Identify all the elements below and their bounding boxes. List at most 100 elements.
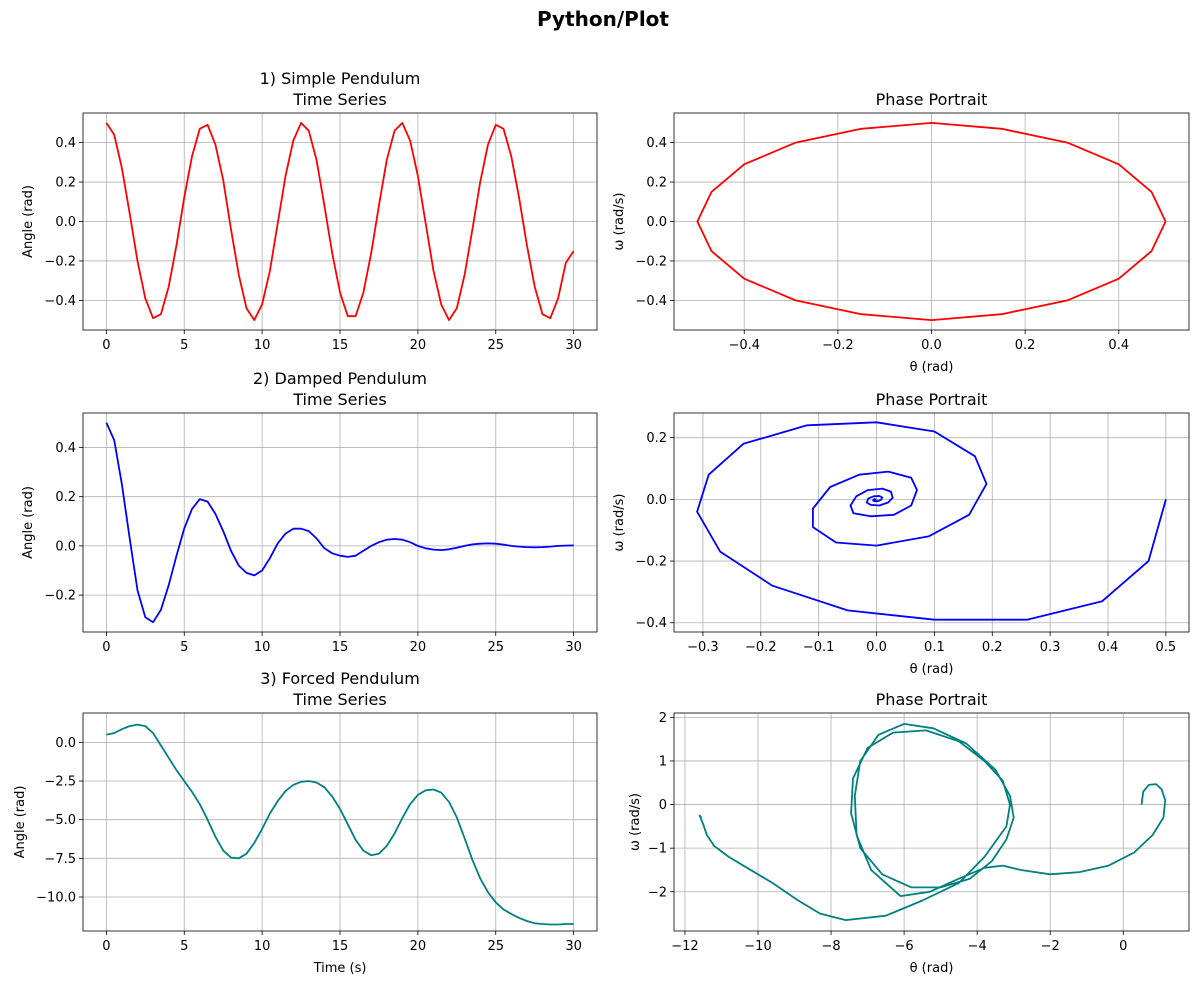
y-tick-label: −0.4 [635, 294, 667, 309]
series-line-forced-time-0 [106, 723, 574, 926]
y-tick-label: 0.2 [646, 431, 667, 446]
x-tick-label: 10 [254, 640, 271, 655]
figure-suptitle: Python/Plot [537, 7, 669, 31]
y-tick-label: −0.4 [44, 294, 76, 309]
y-tick-label: 0.0 [55, 736, 76, 751]
x-tick-label: 0 [102, 640, 110, 655]
x-tick-label: 30 [565, 640, 582, 655]
y-tick-label: 0.2 [55, 176, 76, 191]
y-tick-label: 0.4 [55, 136, 76, 151]
subplot-title-line: 1) Simple Pendulum [260, 69, 421, 88]
y-tick-label: −0.2 [44, 254, 76, 269]
x-tick-label: −12 [671, 939, 698, 954]
series-line-damped-time-0 [105, 422, 574, 624]
subplot-simple-phase: −0.4 −0.2 0.0 0.2 0.4 −0.4 −0.2 0.0 0.2 0.4 Phase … [612, 90, 1190, 375]
x-tick-label: −0.3 [687, 640, 719, 655]
subplot-forced-time: 0 5 10 15 20 25 30 −10.0 −7.5 −5.0 −2.5 0.0 3) Force… [13, 669, 598, 976]
x-tick-label: 15 [332, 939, 349, 954]
x-tick-label: 0 [102, 338, 110, 353]
x-tick-label: 5 [180, 939, 188, 954]
series-line-damped-phase-0 [696, 421, 1167, 621]
y-axis-label: Angle (rad) [13, 786, 28, 859]
subplot-title-line: Time Series [292, 690, 386, 709]
x-axis-label: Time (s) [313, 961, 367, 976]
y-tick-label: 0.2 [646, 176, 667, 191]
subplot-title-line: Phase Portrait [876, 90, 988, 109]
y-tick-label: −0.2 [635, 555, 667, 570]
x-tick-label: −0.2 [822, 338, 854, 353]
subplot-simple-time: 0 5 10 15 20 25 30 −0.4 −0.2 0.0 0.2 0.4 1) Simple P… [21, 69, 598, 353]
x-tick-label: −0.2 [745, 640, 777, 655]
y-tick-label: 0.4 [55, 441, 76, 456]
y-tick-label: 0 [659, 798, 667, 813]
axes-frame [673, 712, 1190, 932]
x-tick-label: 0.5 [1156, 640, 1177, 655]
y-tick-label: 0.0 [646, 493, 667, 508]
x-tick-label: −8 [821, 939, 840, 954]
axes-frame [673, 112, 1190, 331]
y-axis-label: ω (rad/s) [612, 193, 627, 251]
y-tick-label: −0.4 [635, 616, 667, 631]
y-tick-label: 0.0 [55, 539, 76, 554]
x-tick-label: 15 [332, 640, 349, 655]
y-tick-label: −7.5 [44, 852, 76, 867]
subplot-damped-phase: −0.3 −0.2 −0.1 0.0 0.1 0.2 0.3 0.4 0.5 −0.4 −0.2 0.… [612, 390, 1190, 677]
y-tick-label: 1 [659, 754, 667, 769]
subplot-title-line: Time Series [292, 390, 386, 409]
y-axis-label: ω (rad/s) [612, 494, 627, 552]
x-tick-label: 0.4 [1108, 338, 1129, 353]
y-tick-label: −5.0 [44, 813, 76, 828]
x-tick-label: 30 [565, 939, 582, 954]
y-tick-label: −0.2 [635, 254, 667, 269]
y-axis-label: ω (rad/s) [628, 793, 643, 851]
x-tick-label: 0.4 [1098, 640, 1119, 655]
y-axis-label: Angle (rad) [21, 185, 36, 258]
x-tick-label: 20 [410, 939, 427, 954]
x-tick-label: −4 [968, 939, 987, 954]
subplot-title-line: 3) Forced Pendulum [260, 669, 420, 688]
series-line-simple-phase-0 [696, 122, 1167, 321]
x-tick-label: 25 [487, 338, 504, 353]
y-tick-label: 0.2 [55, 490, 76, 505]
axes-frame [673, 412, 1190, 633]
x-tick-label: −10 [744, 939, 771, 954]
y-tick-label: −10.0 [36, 890, 76, 905]
x-axis-label: θ (rad) [910, 360, 954, 375]
x-tick-label: 0.3 [1040, 640, 1061, 655]
axes-frame [82, 712, 598, 932]
x-tick-label: 30 [565, 338, 582, 353]
axes-frame [82, 112, 598, 331]
x-tick-label: 25 [487, 640, 504, 655]
x-tick-label: −0.4 [728, 338, 760, 353]
subplot-title-line: Time Series [292, 90, 386, 109]
x-tick-label: 5 [180, 338, 188, 353]
x-tick-label: 10 [254, 939, 271, 954]
subplot-title-line: Phase Portrait [876, 690, 988, 709]
x-tick-label: 0.1 [924, 640, 945, 655]
y-tick-label: 0.4 [646, 136, 667, 151]
series-line-forced-phase-0 [698, 723, 1167, 921]
x-tick-label: 0 [1119, 939, 1127, 954]
x-tick-label: −2 [1041, 939, 1060, 954]
x-tick-label: −6 [895, 939, 914, 954]
x-tick-label: 20 [410, 338, 427, 353]
x-tick-label: 0.2 [1015, 338, 1036, 353]
x-tick-label: 5 [180, 640, 188, 655]
subplot-title-line: Phase Portrait [876, 390, 988, 409]
y-tick-label: 0.0 [55, 215, 76, 230]
x-axis-label: θ (rad) [910, 662, 954, 677]
y-tick-label: 2 [659, 711, 667, 726]
axes-frame [82, 412, 598, 633]
y-tick-label: −2.5 [44, 775, 76, 790]
subplot-title-line: 2) Damped Pendulum [253, 369, 427, 388]
x-tick-label: 10 [254, 338, 271, 353]
series-line-simple-time-0 [105, 122, 575, 321]
x-tick-label: −0.1 [803, 640, 835, 655]
x-tick-label: 20 [410, 640, 427, 655]
y-tick-label: −0.2 [44, 589, 76, 604]
x-tick-label: 25 [487, 939, 504, 954]
y-tick-label: −2 [648, 885, 667, 900]
x-tick-label: 15 [332, 338, 349, 353]
